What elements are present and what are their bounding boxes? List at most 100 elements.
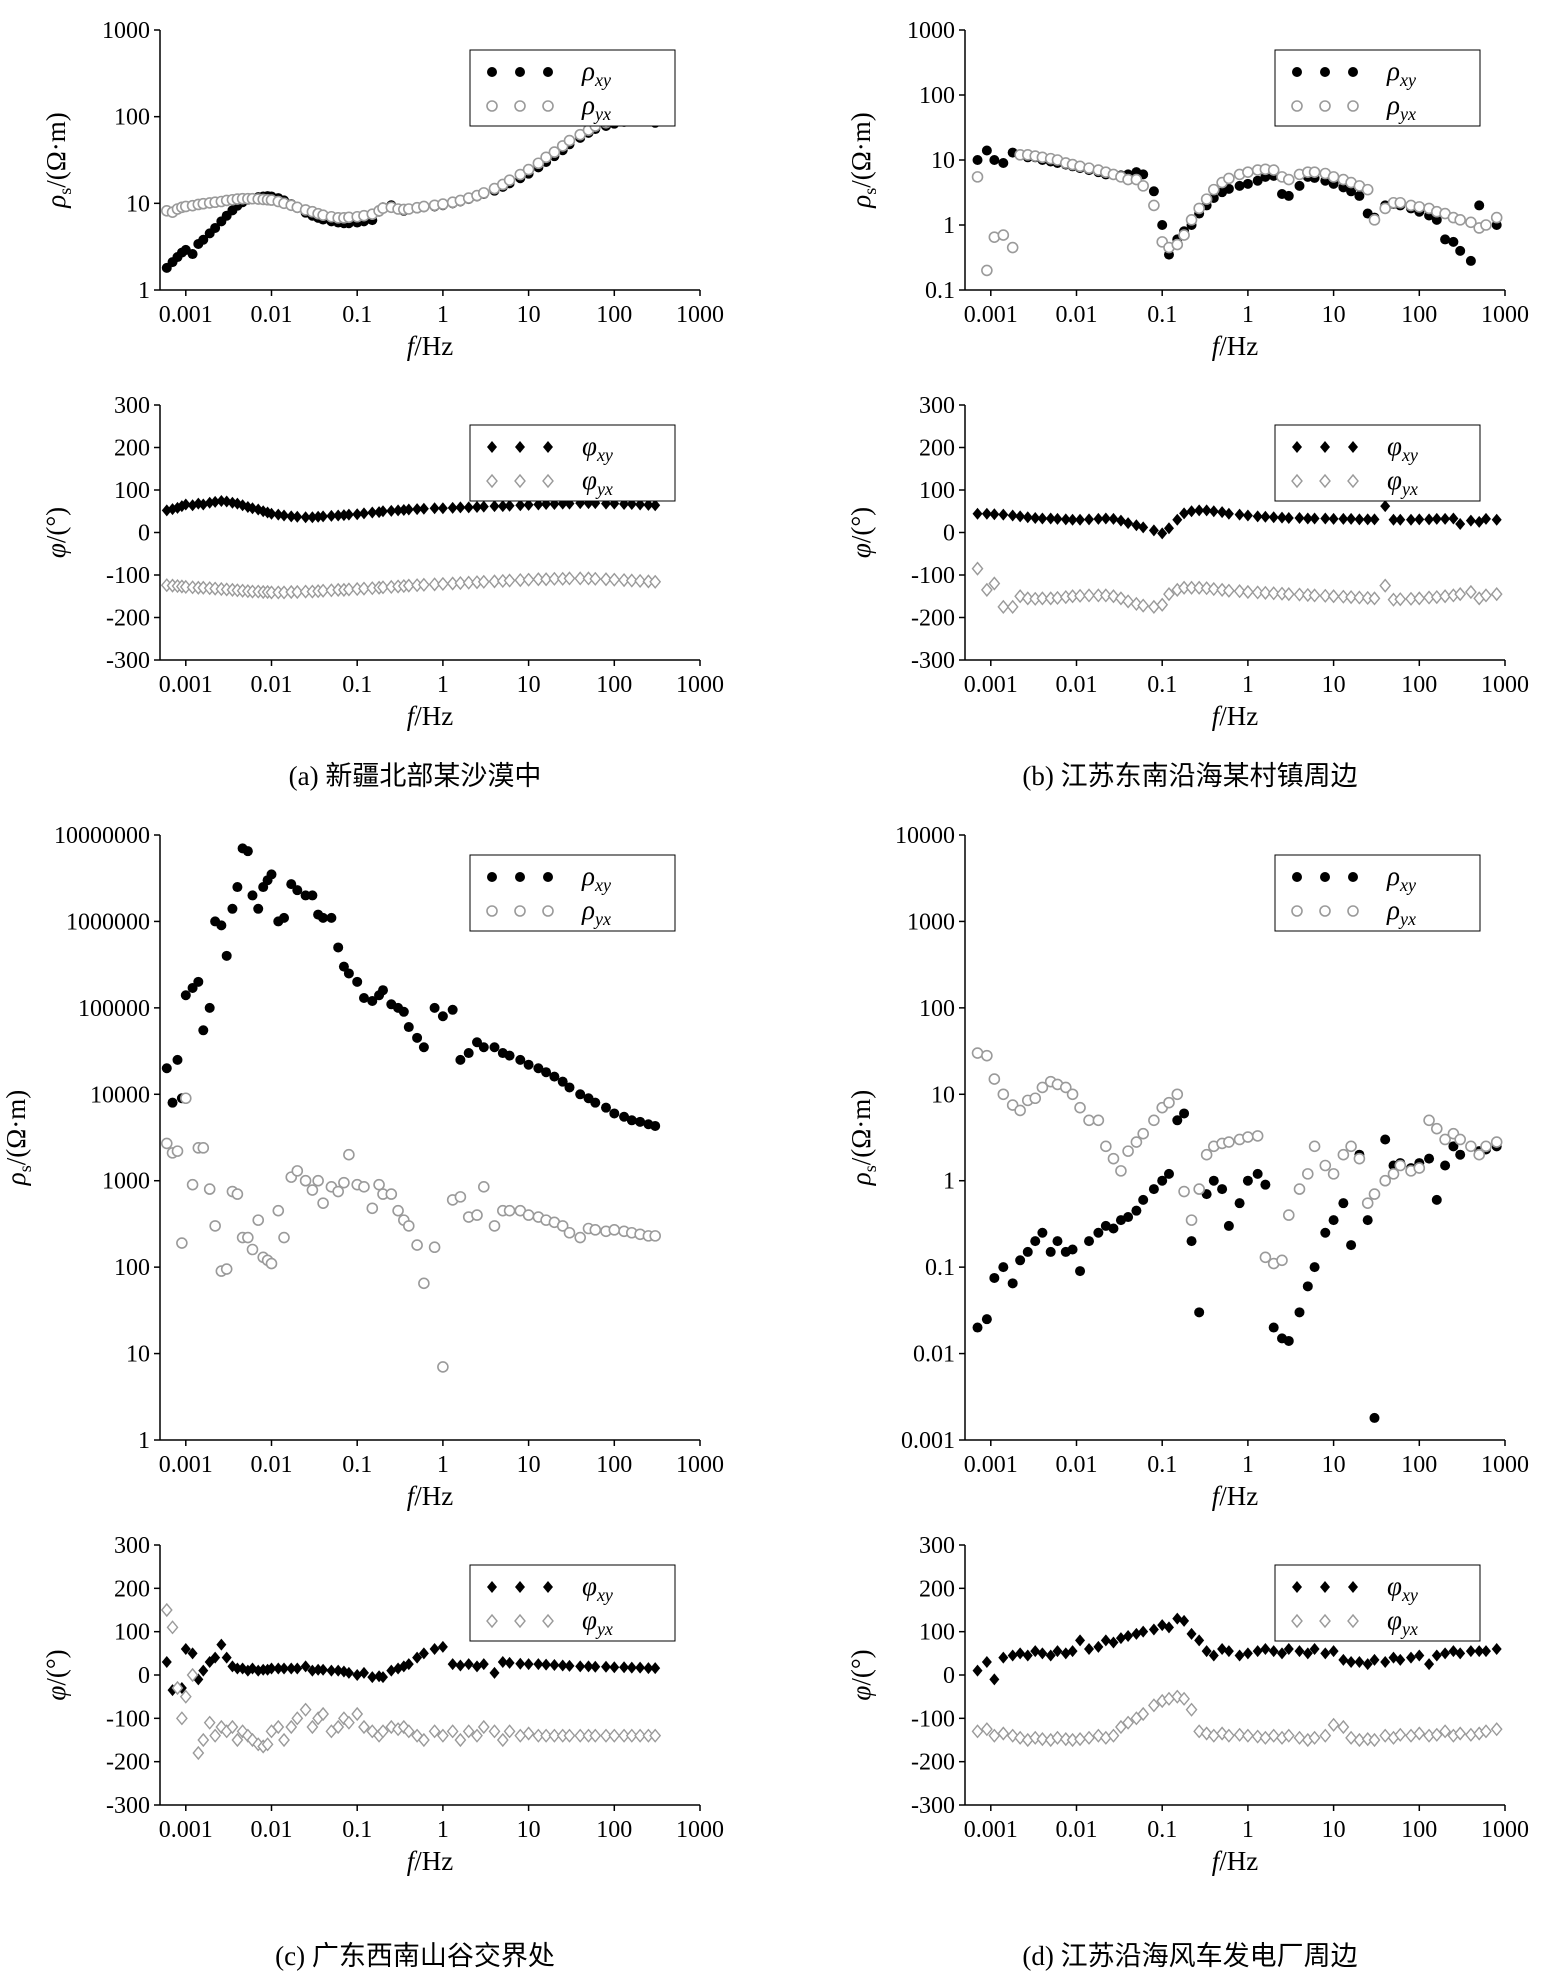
- data-point: [1455, 518, 1466, 530]
- legend-marker: [1292, 67, 1302, 77]
- data-point: [210, 222, 221, 233]
- data-point: [549, 1071, 560, 1082]
- legend-box: [1274, 854, 1481, 932]
- legend-marker: [487, 1581, 497, 1593]
- legend-marker: [1320, 441, 1330, 453]
- data-point: [1259, 1730, 1272, 1745]
- data-point: [1083, 588, 1095, 603]
- legend-marker: [514, 905, 526, 917]
- x-tick-label: 0.01: [1055, 1817, 1097, 1843]
- y-axis-label-var: ρ: [41, 195, 71, 209]
- series-xy: [161, 1638, 661, 1697]
- legend-marker: [514, 100, 526, 112]
- data-point: [1346, 512, 1357, 525]
- y-axis-label-var: φ: [41, 543, 71, 558]
- data-point: [1354, 190, 1365, 201]
- data-point: [286, 1662, 297, 1675]
- data-point: [1030, 512, 1041, 525]
- data-point: [198, 1664, 209, 1677]
- legend-label: ρxy: [581, 861, 611, 895]
- data-point: [523, 498, 534, 511]
- data-point: [429, 1643, 440, 1655]
- data-point: [1122, 1715, 1135, 1730]
- data-point: [600, 1102, 611, 1113]
- x-tick-label: 1: [437, 1817, 449, 1843]
- legend-label-var: φ: [582, 1605, 597, 1635]
- data-point: [266, 507, 277, 520]
- data-point: [455, 1054, 466, 1065]
- legend-marker: [487, 441, 497, 453]
- data-point: [172, 1054, 183, 1065]
- legend-marker: [487, 67, 497, 77]
- legend-label: φyx: [1387, 465, 1418, 499]
- data-point: [377, 1724, 389, 1739]
- data-point: [522, 1209, 535, 1221]
- data-point: [1480, 1140, 1492, 1153]
- data-point: [1122, 594, 1135, 609]
- data-point: [1480, 588, 1492, 603]
- legend-label-sub: yx: [595, 479, 613, 499]
- data-point: [1223, 507, 1234, 520]
- data-point: [180, 498, 191, 511]
- chart-d-rho: 0.001 0.01 0.1 1 10 100 1000 0.001 0.01 0.1 1 10 100…: [846, 823, 1529, 1511]
- data-point: [1138, 1625, 1149, 1638]
- data-point: [522, 1726, 535, 1741]
- data-point: [618, 573, 630, 588]
- data-point: [564, 1659, 575, 1672]
- data-point: [1480, 1724, 1492, 1739]
- data-point: [1234, 1649, 1245, 1662]
- data-point: [437, 198, 449, 210]
- data-point: [1208, 1175, 1219, 1186]
- data-point: [1122, 1145, 1134, 1157]
- legend-label-var: ρ: [581, 90, 595, 120]
- data-point: [1251, 1729, 1264, 1744]
- data-point: [574, 1231, 586, 1244]
- data-point: [1100, 1140, 1112, 1153]
- data-point: [1327, 171, 1340, 183]
- data-point: [204, 1002, 215, 1013]
- data-point: [1021, 591, 1034, 606]
- legend-label-sub: xy: [596, 1585, 613, 1605]
- y-tick-label: 1: [943, 213, 955, 239]
- data-point: [1345, 1730, 1358, 1745]
- y-tick-label: -100: [106, 563, 150, 589]
- data-point: [417, 1732, 430, 1748]
- data-point: [1431, 512, 1442, 525]
- x-tick-label: 0.001: [964, 1452, 1018, 1478]
- data-point: [291, 584, 304, 600]
- data-point: [366, 1202, 379, 1215]
- legend-marker: [1291, 1613, 1303, 1629]
- data-point: [1405, 1728, 1417, 1743]
- x-tick-label: 100: [1401, 302, 1437, 328]
- data-point: [1051, 1730, 1064, 1745]
- data-point: [1029, 1092, 1042, 1105]
- data-point: [503, 174, 516, 186]
- data-point: [1115, 514, 1126, 527]
- data-point: [1309, 1643, 1320, 1655]
- x-axis-label-unit: /Hz: [1219, 701, 1258, 731]
- data-point: [402, 1724, 415, 1739]
- data-point: [1260, 1643, 1271, 1655]
- data-point: [1328, 512, 1339, 525]
- data-point: [504, 1050, 515, 1061]
- x-tick-label: 10: [517, 1452, 541, 1478]
- data-point: [1233, 584, 1246, 599]
- data-point: [447, 1004, 458, 1015]
- x-tick-label: 1000: [1481, 302, 1529, 328]
- data-point: [1045, 1246, 1056, 1257]
- data-point: [1052, 512, 1063, 525]
- data-point: [418, 502, 429, 515]
- data-point: [618, 1728, 630, 1743]
- x-tick-label: 0.1: [1147, 302, 1177, 328]
- data-point: [1394, 1159, 1407, 1172]
- data-point: [583, 1660, 594, 1673]
- data-point: [1083, 1730, 1095, 1745]
- data-point: [193, 976, 204, 987]
- data-point: [1093, 512, 1104, 525]
- data-point: [1405, 513, 1416, 526]
- y-axis-label: ρs/(Ω·m): [41, 112, 75, 209]
- y-axis-label: φ/(°): [846, 1649, 876, 1700]
- data-point: [609, 1108, 620, 1119]
- data-point: [428, 1241, 441, 1254]
- x-tick-label: 100: [596, 1452, 632, 1478]
